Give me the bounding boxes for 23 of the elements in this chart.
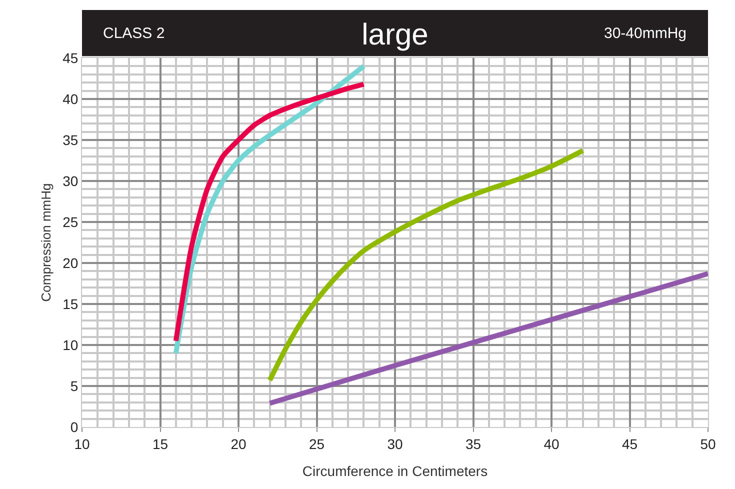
x-axis-title: Circumference in Centimeters — [302, 463, 488, 480]
x-tick-label: 30 — [387, 436, 403, 452]
y-tick-label: 10 — [62, 336, 78, 353]
y-tick-label: 20 — [62, 254, 78, 271]
y-tick-label: 25 — [62, 214, 78, 230]
x-tick-label: 20 — [230, 436, 246, 452]
text: CLASS 2 — [103, 25, 165, 42]
y-axis-title: Compression mmHg — [38, 183, 54, 302]
x-tick-label: 15 — [152, 436, 168, 452]
x-tick-label: 45 — [622, 436, 638, 452]
chart-title: large — [362, 18, 428, 52]
y-tick-label: 45 — [62, 50, 78, 66]
text: 30-40mmHg — [604, 25, 687, 42]
y-tick-label: 0 — [70, 418, 78, 435]
x-tick-label: 25 — [308, 436, 325, 452]
y-tick-label: 15 — [62, 296, 78, 312]
x-tick-label: 40 — [544, 436, 560, 452]
x-tick-label: 50 — [700, 436, 716, 452]
y-tick-label: 30 — [62, 172, 78, 189]
x-tick-label: 35 — [465, 436, 482, 452]
y-tick-label: 35 — [62, 132, 78, 148]
y-tick-label: 40 — [62, 90, 78, 107]
y-tick-label: 5 — [70, 378, 78, 394]
